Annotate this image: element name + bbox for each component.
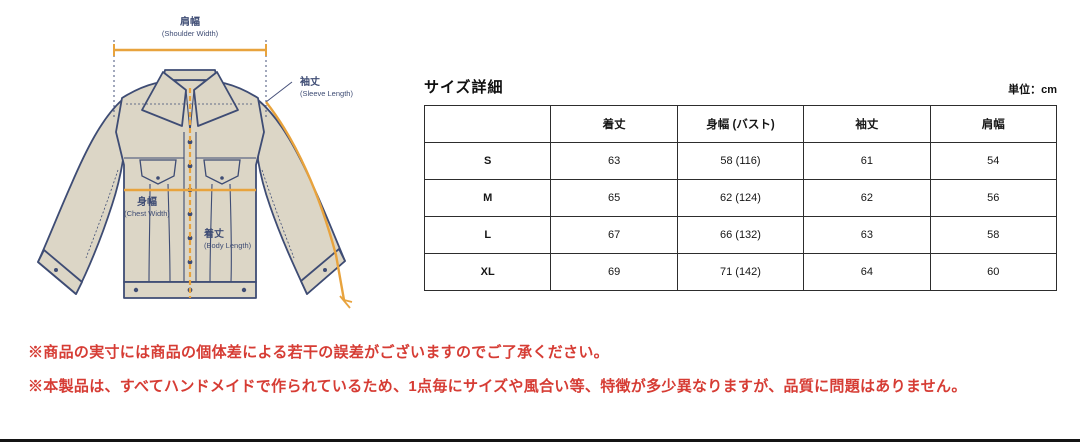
table-row-xl: XL 69 71 (142) 64 60 xyxy=(423,253,1058,291)
size-table: 着丈 身幅 (バスト) 袖丈 肩幅 S 63 58 (116) 61 54 M … xyxy=(423,105,1058,291)
jacket-pockets xyxy=(139,159,241,185)
chest-cell: 66 (132) xyxy=(676,216,805,254)
sleeve-cell: 61 xyxy=(803,142,931,180)
header-cell-blank xyxy=(423,105,552,143)
disclaimer-note-1: ※商品の実寸には商品の個体差による若干の誤差がございますのでご了承ください。 xyxy=(28,344,609,361)
table-row-m: M 65 62 (124) 62 56 xyxy=(423,179,1058,217)
size-table-title: サイズ詳細 xyxy=(424,79,504,96)
size-cell: XL xyxy=(423,253,552,291)
size-cell: S xyxy=(423,142,552,180)
size-table-section: サイズ詳細 単位：cm 着丈 身幅 (バスト) 袖丈 肩幅 S 63 58 (1… xyxy=(423,76,1058,291)
sleeve-cell: 62 xyxy=(803,179,931,217)
shoulder-cell: 58 xyxy=(929,216,1058,254)
chest-cell: 71 (142) xyxy=(676,253,805,291)
jacket-collar-left xyxy=(141,71,187,127)
sleeve-length-label-en: (Sleeve Length) xyxy=(300,89,353,98)
size-cell: L xyxy=(423,216,552,254)
jacket-buttons xyxy=(54,139,327,293)
sleeve-length-label-jp: 袖丈 xyxy=(300,77,320,88)
shoulder-width-label: 肩幅 (Shoulder Width) xyxy=(130,16,250,39)
shoulder-cell: 60 xyxy=(929,253,1058,291)
chest-cell: 58 (116) xyxy=(676,142,805,180)
header-cell-body-length: 着丈 xyxy=(550,105,678,143)
shoulder-width-measure-line xyxy=(113,40,267,120)
shoulder-cell: 56 xyxy=(929,179,1058,217)
body-length-label-jp: 着丈 xyxy=(204,229,224,240)
jacket-diagram xyxy=(37,40,353,309)
size-table-unit: 単位：cm xyxy=(1008,84,1057,96)
body-length-cell: 67 xyxy=(550,216,678,254)
shoulder-width-label-en: (Shoulder Width) xyxy=(161,29,219,38)
disclaimer-note-2: ※本製品は、すべてハンドメイドで作られているため、1点毎にサイズや風合い等、特徴… xyxy=(28,378,967,395)
sleeve-cell: 63 xyxy=(803,216,931,254)
sleeve-cell: 64 xyxy=(803,253,931,291)
size-table-head: 着丈 身幅 (バスト) 袖丈 肩幅 xyxy=(423,105,1058,143)
body-length-label-en: (Body Length) xyxy=(204,241,252,250)
body-length-cell: 63 xyxy=(550,142,678,180)
chest-cell: 62 (124) xyxy=(676,179,805,217)
chest-width-label-jp: 身幅 xyxy=(137,197,157,208)
shoulder-cell: 54 xyxy=(929,142,1058,180)
body-length-label: 着丈 (Body Length) xyxy=(204,228,314,251)
size-cell: M xyxy=(423,179,552,217)
body-length-cell: 69 xyxy=(550,253,678,291)
sleeve-length-measure-line xyxy=(265,81,353,309)
sleeve-length-label: 袖丈 (Sleeve Length) xyxy=(300,76,410,99)
jacket-left-cuff xyxy=(37,249,83,295)
header-cell-chest: 身幅 (バスト) xyxy=(676,105,805,143)
header-cell-sleeve: 袖丈 xyxy=(803,105,931,143)
shoulder-width-label-jp: 肩幅 xyxy=(180,17,200,28)
table-row-l: L 67 66 (132) 63 58 xyxy=(423,216,1058,254)
chest-width-label-en: (Chest Width) xyxy=(124,209,170,218)
jacket-right-cuff xyxy=(300,248,346,295)
chest-width-label: 身幅 (Chest Width) xyxy=(97,196,197,219)
jacket-collar-right xyxy=(193,71,239,127)
body-length-cell: 65 xyxy=(550,179,678,217)
table-row-s: S 63 58 (116) 61 54 xyxy=(423,142,1058,180)
size-table-header-row: サイズ詳細 単位：cm xyxy=(424,76,1057,97)
header-cell-shoulder: 肩幅 xyxy=(929,105,1058,143)
bottom-divider xyxy=(0,439,1080,442)
